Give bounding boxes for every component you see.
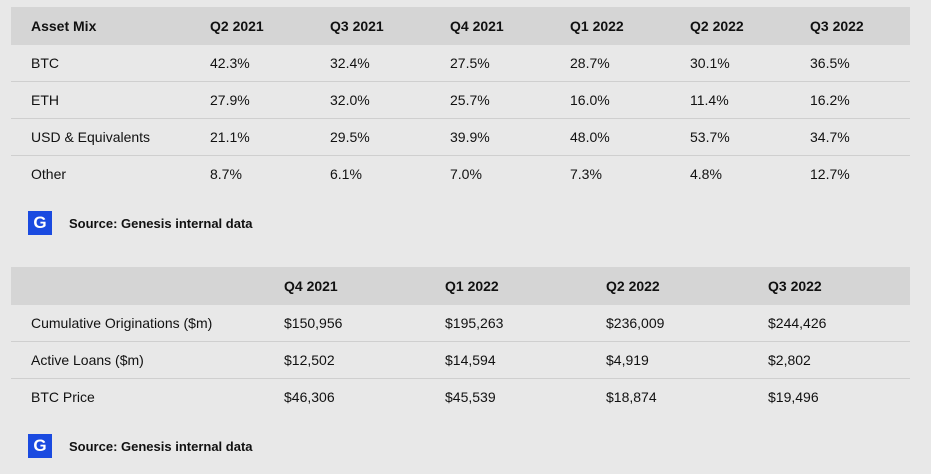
table-cell: $236,009 [606,315,665,331]
row-label: USD & Equivalents [31,129,151,145]
header-q3-2021: Q3 2021 [330,18,384,34]
table-cell: $244,426 [768,315,827,331]
header-q3-2022: Q3 2022 [810,18,864,34]
table-cell: 21.1% [210,129,250,145]
table-cell: 8.7% [210,166,242,182]
table-cell: 32.4% [330,55,370,71]
table-cell: 4.8% [690,166,722,182]
table-cell: 42.3% [210,55,250,71]
table-cell: $18,874 [606,389,657,405]
table-cell: 30.1% [690,55,730,71]
table-row: Active Loans ($m) $12,502 $14,594 $4,919… [11,342,910,379]
row-label: BTC Price [31,389,95,405]
table-cell: 27.5% [450,55,490,71]
table-cell: 34.7% [810,129,850,145]
table-cell: $150,956 [284,315,343,331]
table-cell: 53.7% [690,129,730,145]
header-q3-2022: Q3 2022 [768,278,822,294]
table-cell: 7.3% [570,166,602,182]
asset-mix-header-row: Asset Mix Q2 2021 Q3 2021 Q4 2021 Q1 202… [11,7,910,45]
source-note: G Source: Genesis internal data [28,434,253,458]
table-row: BTC 42.3% 32.4% 27.5% 28.7% 30.1% 36.5% [11,45,910,82]
genesis-logo-icon: G [28,434,52,458]
table-cell: 6.1% [330,166,362,182]
header-q1-2022: Q1 2022 [570,18,624,34]
loans-header-row: Q4 2021 Q1 2022 Q2 2022 Q3 2022 [11,267,910,305]
header-asset-mix: Asset Mix [31,18,97,34]
table-cell: 7.0% [450,166,482,182]
row-label: Other [31,166,67,182]
table-cell: $14,594 [445,352,496,368]
table-cell: 48.0% [570,129,610,145]
table-row: BTC Price $46,306 $45,539 $18,874 $19,49… [11,379,910,415]
table-cell: 32.0% [330,92,370,108]
asset-mix-table: Asset Mix Q2 2021 Q3 2021 Q4 2021 Q1 202… [11,7,910,192]
table-cell: 29.5% [330,129,370,145]
header-q2-2022: Q2 2022 [606,278,660,294]
header-q2-2021: Q2 2021 [210,18,264,34]
table-cell: $12,502 [284,352,335,368]
header-q4-2021: Q4 2021 [450,18,504,34]
table-cell: 12.7% [810,166,850,182]
table-cell: 36.5% [810,55,850,71]
table-cell: $46,306 [284,389,335,405]
header-q2-2022: Q2 2022 [690,18,744,34]
row-label: BTC [31,55,59,71]
header-q1-2022: Q1 2022 [445,278,499,294]
row-label: Active Loans ($m) [31,352,144,368]
table-cell: 28.7% [570,55,610,71]
source-note: G Source: Genesis internal data [28,211,253,235]
table-row: ETH 27.9% 32.0% 25.7% 16.0% 11.4% 16.2% [11,82,910,119]
table-cell: $2,802 [768,352,811,368]
genesis-logo-icon: G [28,211,52,235]
table-cell: $4,919 [606,352,649,368]
table-row: Cumulative Originations ($m) $150,956 $1… [11,305,910,342]
loans-table: Q4 2021 Q1 2022 Q2 2022 Q3 2022 Cumulati… [11,267,910,415]
header-q4-2021: Q4 2021 [284,278,338,294]
table-cell: 25.7% [450,92,490,108]
table-cell: 39.9% [450,129,490,145]
row-label: ETH [31,92,59,108]
source-text: Source: Genesis internal data [69,215,253,231]
table-cell: 16.2% [810,92,850,108]
table-cell: 16.0% [570,92,610,108]
table-row: USD & Equivalents 21.1% 29.5% 39.9% 48.0… [11,119,910,156]
table-cell: $45,539 [445,389,496,405]
table-cell: 27.9% [210,92,250,108]
row-label: Cumulative Originations ($m) [31,315,213,331]
table-cell: $19,496 [768,389,819,405]
source-text: Source: Genesis internal data [69,438,253,454]
table-cell: 11.4% [690,92,729,108]
table-cell: $195,263 [445,315,504,331]
table-row: Other 8.7% 6.1% 7.0% 7.3% 4.8% 12.7% [11,156,910,192]
